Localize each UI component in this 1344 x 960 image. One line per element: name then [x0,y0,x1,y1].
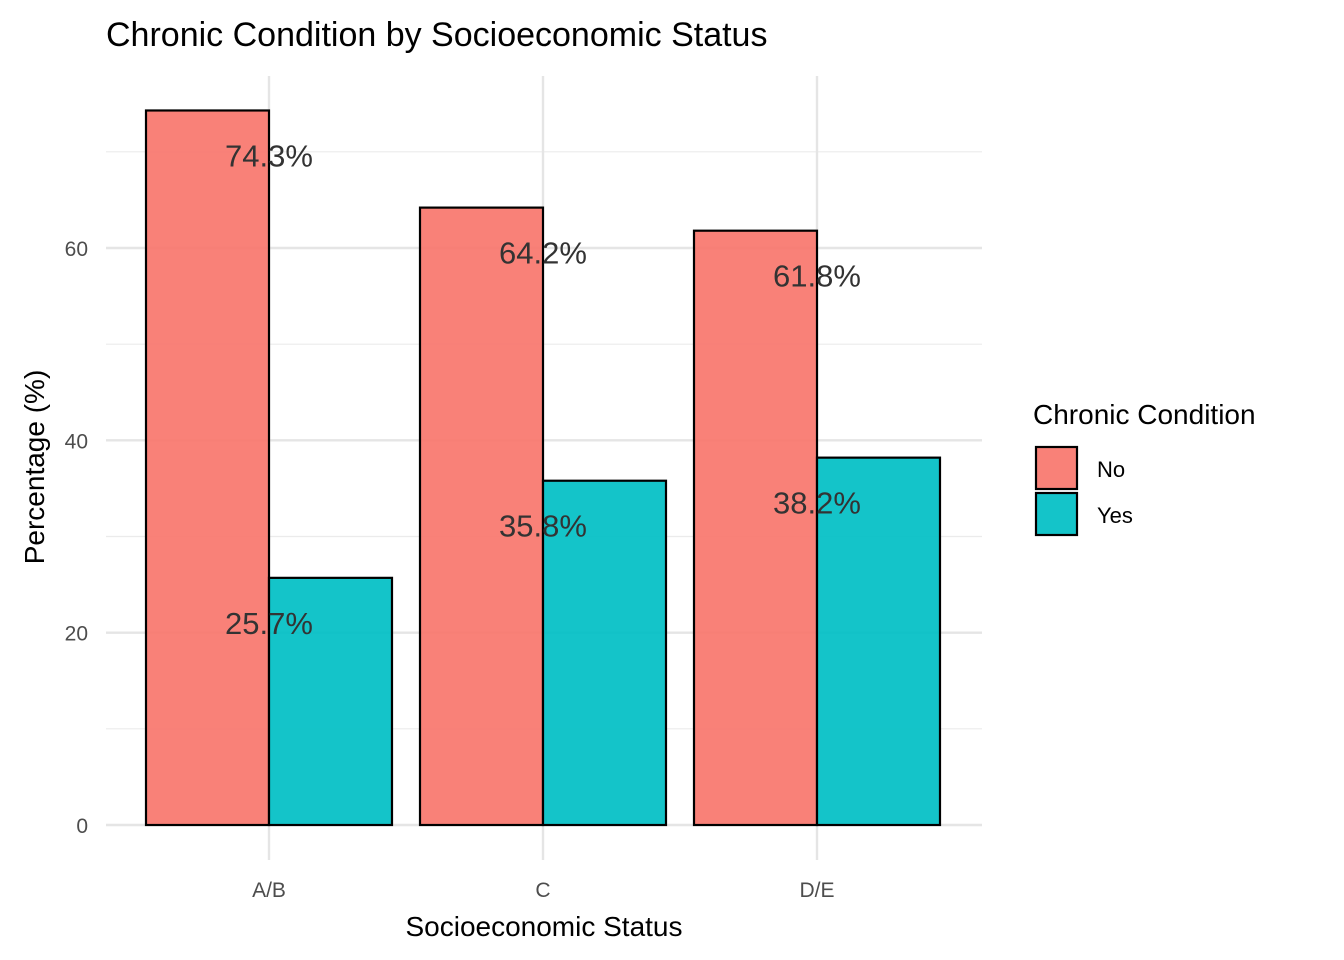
data-label: 61.8% [773,259,861,294]
y-axis-ticks: 0 20 40 60 [65,238,88,838]
x-tick-label: C [535,879,550,902]
x-axis-ticks: A/B C D/E [252,879,834,902]
y-tick-label: 60 [65,238,88,261]
y-tick-label: 40 [65,430,88,453]
data-label: 38.2% [773,486,861,521]
bar-no-de [692,229,819,827]
legend-title: Chronic Condition [1033,399,1256,430]
x-axis-title: Socioeconomic Status [405,911,682,942]
y-tick-label: 0 [76,815,88,838]
data-label: 25.7% [225,606,313,641]
x-tick-label: A/B [252,879,286,902]
x-tick-label: D/E [799,879,834,902]
y-tick-label: 20 [65,623,88,646]
data-label: 35.8% [499,509,587,544]
chart-title: Chronic Condition by Socioeconomic Statu… [106,16,767,54]
bar-yes-ab [267,576,394,827]
bar-yes-c [541,479,668,827]
bar-yes-de [815,456,942,827]
legend-swatch-no [1034,445,1079,491]
data-labels: 74.3% 64.2% 61.8% 25.7% 35.8% 38.2% [225,138,861,640]
y-axis-title: Percentage (%) [19,370,50,565]
bar-no-ab [144,109,271,827]
data-label: 74.3% [225,138,313,173]
legend-label-no: No [1097,457,1125,482]
data-label: 64.2% [499,236,587,271]
legend-label-yes: Yes [1097,503,1133,528]
bars [144,109,942,827]
legend-swatch-yes [1034,491,1079,537]
legend: Chronic Condition No Yes [1033,399,1256,537]
